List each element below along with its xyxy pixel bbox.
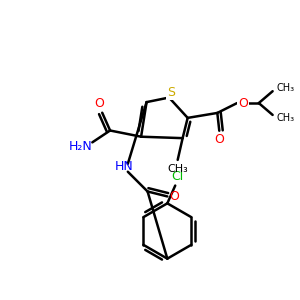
Text: Cl: Cl bbox=[171, 170, 183, 183]
Text: CH₃: CH₃ bbox=[277, 113, 295, 123]
Text: CH₃: CH₃ bbox=[167, 164, 188, 174]
Text: O: O bbox=[238, 97, 248, 110]
Text: HN: HN bbox=[115, 160, 133, 173]
Text: O: O bbox=[169, 190, 179, 203]
Text: O: O bbox=[94, 97, 104, 110]
Text: H₂N: H₂N bbox=[69, 140, 92, 153]
Text: CH₃: CH₃ bbox=[277, 83, 295, 93]
Text: O: O bbox=[214, 133, 224, 146]
Text: S: S bbox=[167, 86, 175, 99]
